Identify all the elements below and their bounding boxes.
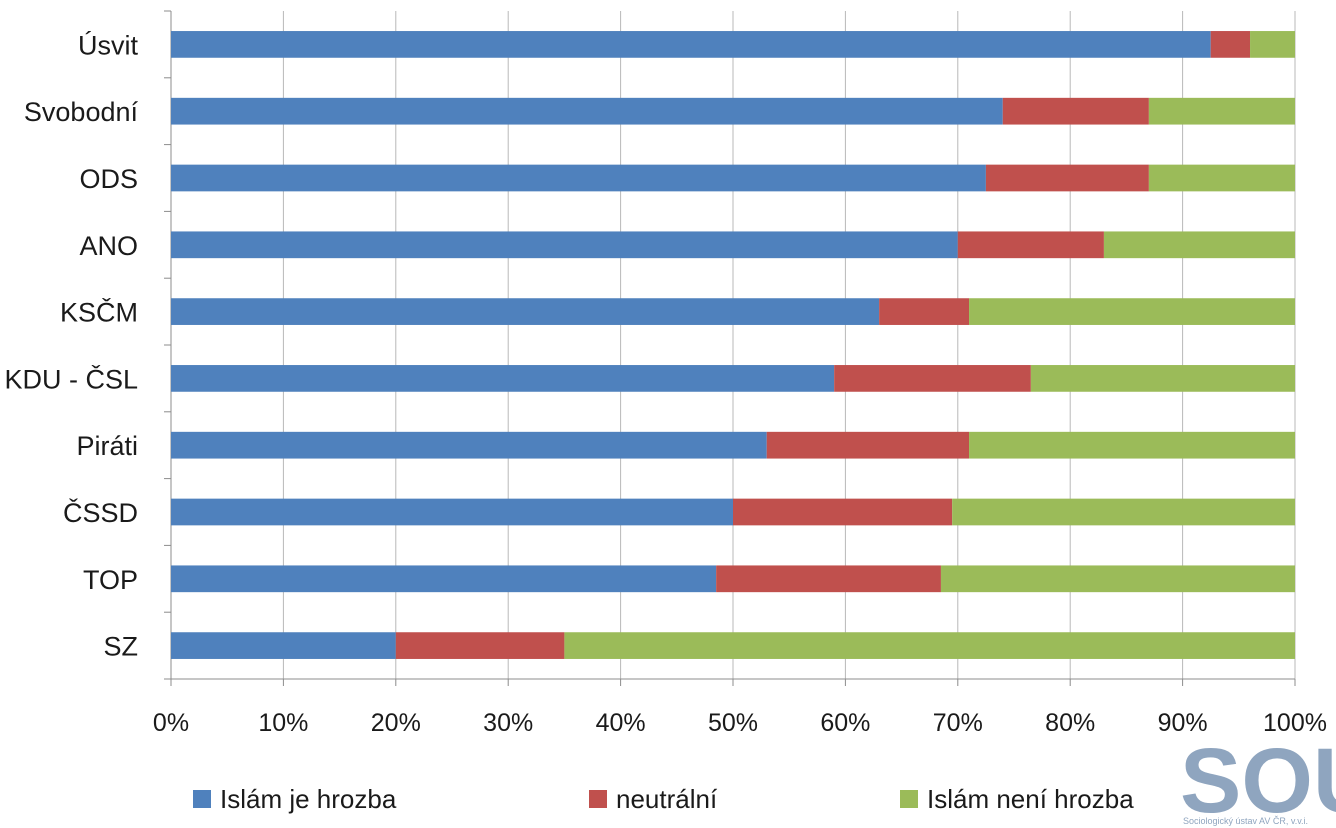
x-tick-label: 90% <box>1158 709 1208 737</box>
bar-segment <box>1030 365 1295 392</box>
bar-segment <box>171 231 958 259</box>
bar-segment <box>733 498 953 526</box>
bar-segment <box>957 231 1104 259</box>
legend-swatch <box>589 790 607 808</box>
bar-segment <box>171 431 767 459</box>
legend-swatch <box>900 790 918 808</box>
bar-segment <box>969 298 1295 325</box>
bar-segment <box>1250 31 1295 58</box>
bar-segment <box>952 498 1295 526</box>
bar-segment <box>716 565 941 593</box>
bar-segment <box>171 632 396 659</box>
category-label: TOP <box>83 565 138 595</box>
bar-segment <box>766 431 970 459</box>
legend-swatch <box>193 790 211 808</box>
bar-segment <box>969 431 1295 459</box>
category-labels: Úsvit Svobodní ODS ANO KSČM KDU - ČSL Piráti ČS… <box>4 29 138 661</box>
bar-segment <box>879 298 970 325</box>
bar-segment <box>834 365 1031 392</box>
legend: Islám je hrozba neutrální Islám není hrozb… <box>193 784 1134 814</box>
category-label: Úsvit <box>78 29 138 60</box>
x-tick-labels: 0% 10% 20% 30% 40% 50% 60% 70% 80% 90% 100% <box>153 709 1327 737</box>
bar-segment <box>171 498 733 526</box>
bar-segment <box>985 164 1149 192</box>
sou-logo: SOÚ Sociologický ústav AV ČR, v.v.i. <box>1180 729 1336 828</box>
x-tick-label: 10% <box>258 709 308 737</box>
bar-segment <box>564 632 1295 659</box>
bar-segment <box>1148 164 1295 192</box>
bar-segment <box>171 31 1211 58</box>
legend-label: Islám není hrozba <box>927 784 1134 814</box>
category-label: ČSSD <box>63 497 138 528</box>
bars <box>171 31 1295 659</box>
x-tick-label: 30% <box>483 709 533 737</box>
bar-segment <box>171 97 1003 125</box>
x-tick-label: 50% <box>708 709 758 737</box>
bar-segment <box>1210 31 1251 58</box>
x-tick-label: 100% <box>1263 709 1327 737</box>
category-label: KDU - ČSL <box>4 363 138 394</box>
category-label: ANO <box>79 231 138 261</box>
x-tick-label: 60% <box>820 709 870 737</box>
bar-segment <box>171 298 880 325</box>
bar-segment <box>171 565 717 593</box>
x-tick-label: 20% <box>371 709 421 737</box>
bar-segment <box>171 164 986 192</box>
bar-segment <box>1002 97 1149 125</box>
x-tick-label: 40% <box>596 709 646 737</box>
category-label: ODS <box>79 164 138 194</box>
bar-segment <box>1148 97 1295 125</box>
logo-subtitle: Sociologický ústav AV ČR, v.v.i. <box>1183 816 1308 826</box>
legend-label: neutrální <box>616 784 718 814</box>
bar-segment <box>395 632 565 659</box>
category-label: SZ <box>103 632 138 662</box>
legend-label: Islám je hrozba <box>220 784 397 814</box>
x-tick-label: 0% <box>153 709 189 737</box>
category-label: Piráti <box>76 431 138 461</box>
category-label: Svobodní <box>24 97 139 127</box>
x-tick-label: 80% <box>1045 709 1095 737</box>
bar-segment <box>1103 231 1295 259</box>
logo-text: SOÚ <box>1180 729 1336 828</box>
bar-segment <box>940 565 1295 593</box>
category-label: KSČM <box>60 297 138 328</box>
bar-segment <box>171 365 835 392</box>
x-tick-label: 70% <box>933 709 983 737</box>
